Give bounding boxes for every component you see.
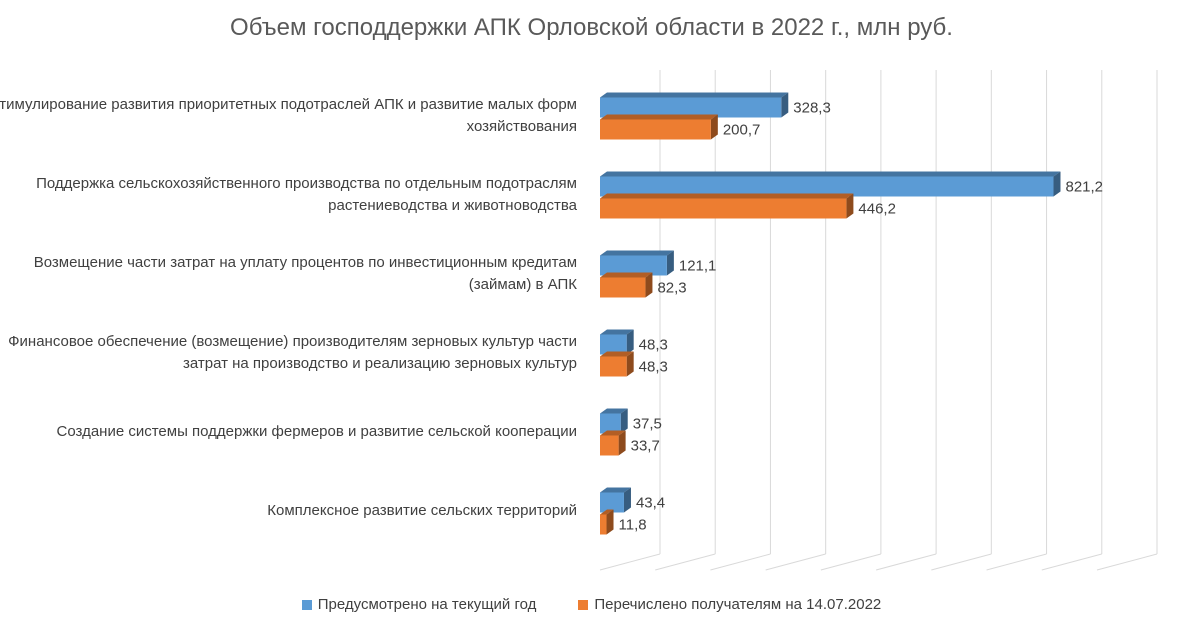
category-label: Поддержка сельскохозяйственного производ… (36, 174, 577, 214)
bar-top-face (600, 92, 789, 98)
bar-side-face (645, 272, 653, 298)
category-label: Комплексное развитие сельских территорий (267, 501, 577, 519)
legend-label-transferred: Перечислено получателям на 14.07.2022 (594, 596, 882, 613)
bar (600, 435, 619, 456)
data-label: 200,7 (723, 122, 761, 139)
bar (600, 119, 711, 140)
bar-side-face (626, 329, 634, 355)
bar-top-face (600, 114, 718, 120)
chart-title: Объем господдержки АПК Орловской области… (230, 14, 953, 41)
data-label: 43,4 (636, 495, 665, 512)
bar-top-face (600, 487, 631, 493)
data-label: 82,3 (657, 280, 686, 297)
bar-side-face (710, 114, 718, 140)
bar-top-face (600, 193, 854, 199)
data-label: 11,8 (619, 517, 647, 534)
category-label: Создание системы поддержки фермеров и ра… (56, 422, 577, 440)
bar (600, 255, 667, 276)
gridline-floor (765, 553, 826, 571)
gridline-floor (599, 553, 661, 571)
gridline-floor (655, 553, 716, 571)
bar (600, 514, 607, 535)
data-label: 821,2 (1065, 179, 1103, 196)
bar-top-face (600, 430, 626, 436)
data-label: 33,7 (631, 438, 660, 455)
legend-swatch-transferred (578, 599, 589, 610)
bar-top-face (600, 509, 614, 515)
gridline-floor (710, 553, 771, 571)
data-label: 446,2 (858, 201, 896, 218)
legend-swatch-planned (301, 599, 312, 610)
data-label: 328,3 (793, 100, 831, 117)
data-label: 121,1 (679, 258, 717, 275)
gridline-floor (1041, 553, 1102, 571)
bar-top-face (600, 408, 628, 414)
bar-top-face (600, 250, 674, 256)
bar (600, 356, 627, 377)
category-label: Стимулирование развития приоритетных под… (0, 95, 577, 135)
bar (600, 334, 627, 355)
bar (600, 277, 646, 298)
bar-side-face (626, 351, 634, 377)
bar-top-face (600, 171, 1061, 177)
bar-side-face (618, 430, 626, 456)
bar-side-face (1053, 171, 1061, 197)
bar (600, 97, 782, 118)
category-label: Финансовое обеспечение (возмещение) прои… (8, 332, 577, 372)
data-label: 48,3 (639, 359, 668, 376)
bar-side-face (781, 92, 789, 118)
bar (600, 176, 1054, 197)
bar-top-face (600, 351, 634, 357)
data-label: 48,3 (639, 337, 668, 354)
bar-side-face (846, 193, 854, 219)
category-label: Возмещение части затрат на уплату процен… (33, 253, 577, 293)
legend: Предусмотрено на текущий год Перечислено… (0, 596, 1183, 613)
legend-item-transferred: Перечислено получателям на 14.07.2022 (578, 596, 881, 613)
gridline-floor (1096, 553, 1158, 571)
gridline-floor (986, 553, 1047, 571)
bar-top-face (600, 329, 634, 335)
bar-top-face (600, 272, 653, 278)
bar-side-face (606, 509, 614, 535)
bar-side-face (623, 487, 631, 513)
bar (600, 198, 847, 219)
bar (600, 492, 624, 513)
gridline-floor (931, 553, 992, 571)
legend-label-planned: Предусмотрено на текущий год (317, 596, 537, 613)
legend-item-planned: Предусмотрено на текущий год (301, 596, 537, 613)
bar-side-face (620, 408, 628, 434)
data-label: 37,5 (633, 416, 662, 433)
gridline-floor (820, 553, 882, 571)
gridline-floor (875, 553, 937, 571)
bar-side-face (666, 250, 674, 276)
bar (600, 413, 621, 434)
